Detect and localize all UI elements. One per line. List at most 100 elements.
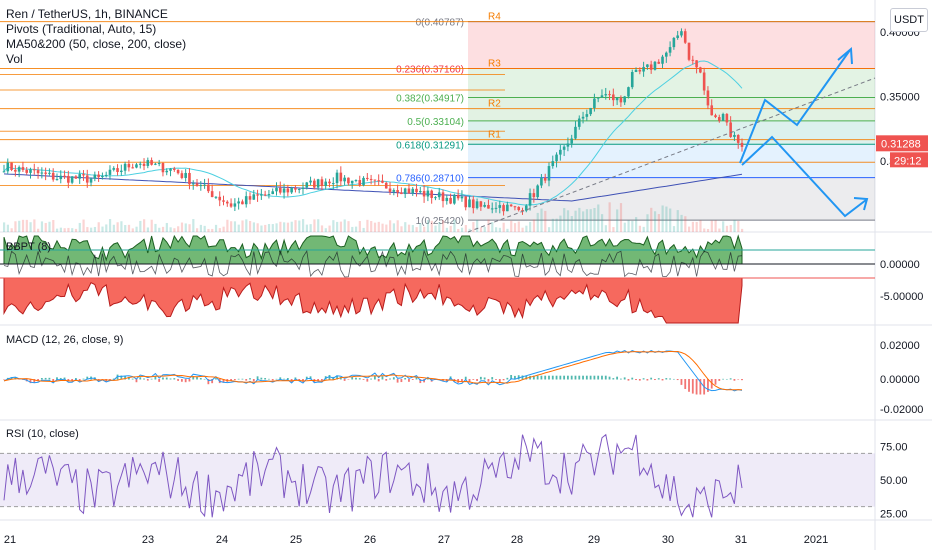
volume-bar bbox=[131, 228, 134, 232]
time-tick-label: 24 bbox=[216, 534, 228, 546]
macd-histogram-bar bbox=[44, 377, 47, 380]
volume-bar bbox=[343, 219, 346, 232]
macd-histogram-bar bbox=[695, 379, 698, 395]
volume-bar bbox=[468, 228, 471, 232]
macd-histogram-bar bbox=[215, 378, 217, 380]
candle-body bbox=[377, 180, 380, 182]
volume-bar bbox=[78, 222, 81, 232]
candle-body bbox=[441, 192, 445, 202]
volume-bar bbox=[400, 226, 403, 232]
candle-body bbox=[388, 188, 392, 192]
volume-bar bbox=[483, 226, 486, 232]
candle-body bbox=[430, 190, 433, 198]
macd-histogram-bar bbox=[389, 378, 391, 380]
candle-body bbox=[191, 183, 195, 185]
volume-bar bbox=[218, 228, 221, 232]
candle-body bbox=[687, 42, 691, 60]
macd-histogram-bar bbox=[631, 377, 634, 380]
macd-histogram-bar bbox=[355, 377, 357, 380]
indicator-pivots[interactable]: Pivots (Traditional, Auto, 15) bbox=[6, 22, 157, 36]
volume-bar bbox=[14, 221, 17, 232]
macd-tick-label: 0.02000 bbox=[880, 340, 920, 352]
macd-histogram-bar bbox=[411, 379, 414, 380]
candle-body bbox=[714, 115, 717, 118]
candle-body bbox=[101, 175, 104, 178]
macd-histogram-bar bbox=[408, 379, 410, 382]
candle-body bbox=[89, 178, 93, 183]
candle-body bbox=[55, 179, 59, 181]
macd-histogram-bar bbox=[165, 377, 168, 380]
macd-histogram-bar bbox=[638, 379, 641, 381]
candle-body bbox=[653, 61, 657, 70]
volume-bar bbox=[684, 216, 687, 232]
indicator-ma[interactable]: MA50&200 (50, close, 200, close) bbox=[6, 37, 187, 51]
volume-bar bbox=[650, 207, 653, 232]
volume-bar bbox=[97, 222, 100, 232]
candle-body bbox=[32, 169, 36, 171]
volume-bar bbox=[222, 226, 225, 232]
candle-body bbox=[502, 205, 505, 212]
candle-body bbox=[218, 196, 222, 201]
candle-body bbox=[59, 175, 63, 180]
macd-histogram-bar bbox=[540, 375, 543, 380]
volume-bar bbox=[419, 223, 422, 232]
volume-bar bbox=[392, 223, 396, 232]
volume-bar bbox=[154, 223, 157, 232]
volume-bar bbox=[574, 210, 577, 232]
indicator-vol[interactable]: Vol bbox=[6, 52, 23, 66]
rsi-tick-label: 75.00 bbox=[880, 442, 908, 454]
fib-zone bbox=[468, 144, 875, 178]
candle-body bbox=[536, 185, 539, 198]
time-tick-label: 21 bbox=[4, 534, 16, 546]
volume-bar bbox=[589, 209, 592, 232]
macd-histogram-bar bbox=[491, 377, 494, 380]
volume-bar bbox=[623, 222, 626, 232]
macd-histogram-bar bbox=[169, 378, 172, 380]
candle-body bbox=[108, 169, 112, 175]
volume-bar bbox=[37, 228, 40, 232]
macd-histogram-bar bbox=[351, 377, 354, 380]
candle-body bbox=[347, 177, 350, 184]
candle-body bbox=[596, 97, 600, 99]
candle-body bbox=[199, 185, 203, 187]
volume-bar bbox=[411, 225, 414, 232]
volume-bar bbox=[653, 211, 657, 232]
volume-bar bbox=[139, 220, 142, 232]
volume-bar bbox=[718, 228, 721, 232]
candle-body bbox=[120, 170, 123, 172]
candle-body bbox=[309, 180, 312, 183]
candle-body bbox=[574, 126, 577, 139]
rsi-label[interactable]: RSI (10, close) bbox=[6, 428, 79, 440]
volume-bar bbox=[320, 225, 324, 232]
candle-body bbox=[369, 178, 373, 180]
currency-button[interactable]: USDT bbox=[890, 8, 928, 32]
candle-body bbox=[562, 146, 566, 150]
volume-bar bbox=[192, 219, 195, 232]
candle-body bbox=[627, 87, 630, 97]
candle-body bbox=[195, 183, 199, 187]
candle-body bbox=[415, 188, 418, 193]
volume-bar bbox=[434, 225, 437, 232]
candle-body bbox=[721, 113, 725, 121]
volume-bar bbox=[593, 208, 596, 232]
fib-label-0.382: 0.382(0.34917) bbox=[396, 93, 464, 104]
candle-body bbox=[422, 190, 426, 197]
macd-label[interactable]: MACD (12, 26, close, 9) bbox=[6, 334, 124, 346]
candle-body bbox=[498, 205, 502, 208]
candle-body bbox=[570, 138, 573, 144]
volume-bar bbox=[540, 208, 543, 232]
macd-histogram-bar bbox=[86, 376, 89, 380]
macd-histogram-bar bbox=[275, 378, 278, 380]
candle-body bbox=[547, 166, 551, 181]
candle-body bbox=[169, 168, 172, 171]
fib-label-0.618: 0.618(0.31291) bbox=[396, 140, 464, 151]
volume-bar bbox=[25, 219, 28, 232]
macd-histogram-bar bbox=[536, 375, 539, 380]
bbpt-label[interactable]: BBPT (8) bbox=[6, 241, 52, 253]
candle-body bbox=[282, 188, 286, 193]
macd-histogram-bar bbox=[733, 379, 736, 381]
candle-body bbox=[506, 204, 509, 212]
macd-histogram-bar bbox=[483, 377, 486, 380]
macd-histogram-bar bbox=[665, 378, 668, 380]
